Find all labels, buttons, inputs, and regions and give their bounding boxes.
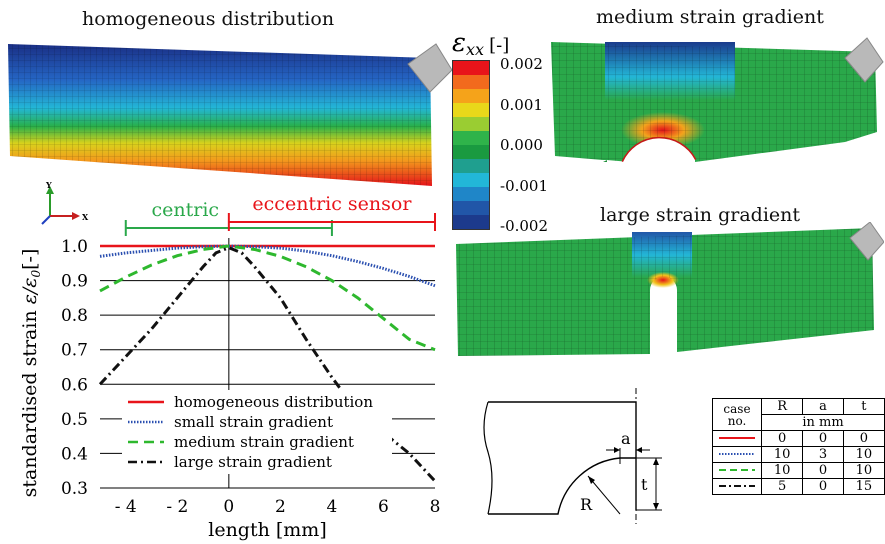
axis-x-label: X: [82, 212, 89, 222]
x-axis-label: length [mm]: [208, 519, 327, 541]
colorbar-band: [453, 89, 489, 103]
cell-t: 0: [842, 430, 885, 447]
colorbar-band: [453, 131, 489, 145]
y-tick-label: 0.5: [61, 410, 88, 430]
y-tick-label: 0.3: [61, 479, 88, 499]
large-gradient-fe-model: [456, 222, 884, 356]
sketch-label-t: t: [641, 475, 648, 494]
sketch-label-R: R: [580, 495, 593, 514]
series-line: [99, 244, 436, 352]
axis-y-label: Y: [45, 180, 52, 190]
colorbar-tick: -0.002: [500, 217, 549, 235]
x-tick-label: 4: [327, 497, 338, 517]
cell-R: 0: [760, 430, 804, 447]
y-tick-label: 0.4: [61, 444, 88, 464]
header-a: a: [802, 398, 844, 415]
cell-R: 10: [760, 462, 804, 479]
colorbar-band: [453, 75, 489, 89]
table-row: 10 0 10: [712, 462, 885, 479]
colorbar-band: [453, 117, 489, 131]
colorbar-band: [453, 201, 489, 215]
colorbar-band: [453, 61, 489, 75]
table-row: 5 0 15: [712, 478, 885, 495]
colorbar-title: εxx [-]: [452, 28, 510, 59]
clamp-block: [849, 222, 884, 261]
x-tick-label: - 4: [115, 497, 137, 517]
medium-gradient-title: medium strain gradient: [596, 6, 824, 28]
y-tick-label: 0.6: [61, 375, 88, 395]
y-tick-label: 0.9: [61, 272, 88, 292]
colorbar-band: [453, 215, 489, 229]
centric-label: centric: [152, 199, 220, 221]
colorbar-band: [453, 187, 489, 201]
sketch-label-a: a: [621, 429, 631, 448]
colorbar-tick: 0.000: [500, 136, 543, 154]
case-table: case no. R a t in mm 0 0 0 10 3 10 10 0 1…: [712, 398, 885, 495]
cell-R: 10: [760, 446, 804, 463]
colorbar-band: [453, 145, 489, 159]
table-row: 0 0 0: [712, 430, 885, 447]
legend-box: [122, 390, 392, 474]
clamp-block: [844, 37, 884, 83]
cell-t: 10: [842, 446, 885, 463]
cell-a: 3: [802, 446, 844, 463]
cell-R: 5: [760, 478, 804, 495]
colorbar-tick: 0.001: [500, 95, 543, 114]
colorbar: [452, 60, 490, 230]
case-line-sample: [712, 430, 762, 447]
case-line-sample: [712, 446, 762, 463]
colorbar-band: [453, 173, 489, 187]
strain-chart: centric eccentric sensor 1.0 0.9 0.8 0.7 0.6 0…: [19, 193, 440, 541]
legend-label: large strain gradient: [174, 453, 332, 471]
case-line-sample: [712, 462, 762, 479]
legend-label: small strain gradient: [174, 413, 333, 431]
series-line: [98, 246, 437, 483]
case-table-container: case no. R a t in mm 0 0 0 10 3 10 10 0 1…: [712, 398, 885, 495]
colorbar-tick: -0.001: [500, 176, 549, 195]
chart-legend: homogeneous distribution small strain gra…: [128, 393, 373, 471]
colorbar-band: [453, 159, 489, 173]
y-tick-label: 1.0: [61, 237, 88, 257]
header-t: t: [842, 398, 885, 415]
cell-t: 10: [842, 462, 885, 479]
homogeneous-title: homogeneous distribution: [82, 8, 335, 30]
legend-label: homogeneous distribution: [174, 393, 373, 411]
x-tick-label: 8: [430, 497, 441, 517]
large-gradient-title: large strain gradient: [600, 204, 801, 226]
case-header: case no.: [712, 398, 762, 431]
medium-gradient-fe-model: [551, 37, 884, 164]
y-tick-label: 0.7: [61, 341, 88, 361]
eccentric-label: eccentric sensor: [252, 193, 412, 215]
x-tick-label: - 2: [166, 497, 188, 517]
cell-a: 0: [802, 478, 844, 495]
colorbar-ticks: 0.002 0.001 0.000 -0.001 -0.002: [500, 54, 548, 237]
cell-a: 0: [802, 430, 844, 447]
series-line: [99, 244, 436, 288]
homogeneous-fe-model: [8, 43, 453, 186]
chart-ticks: 1.0 0.9 0.8 0.7 0.6 0.5 0.4 0.3 - 4 - 2 0 2 4 6 8: [61, 237, 440, 517]
colorbar-tick: 0.002: [500, 55, 543, 73]
table-row: 10 3 10: [712, 446, 885, 463]
x-tick-label: 0: [223, 497, 234, 517]
header-R: R: [760, 398, 804, 415]
x-tick-label: 2: [275, 497, 286, 517]
y-axis-label: standardised strain ε/ε0[-]: [19, 249, 43, 498]
notch-sketch: a t R: [483, 388, 662, 524]
cell-t: 15: [842, 478, 885, 495]
colorbar-band: [453, 103, 489, 117]
case-line-sample: [712, 478, 762, 495]
cell-a: 0: [802, 462, 844, 479]
unit-row: in mm: [761, 414, 885, 431]
axis-triad: Y X: [41, 180, 89, 225]
legend-label: medium strain gradient: [174, 433, 354, 451]
sensor-brackets: centric eccentric sensor: [124, 193, 436, 236]
y-tick-label: 0.8: [61, 306, 88, 326]
x-tick-label: 6: [378, 497, 389, 517]
chart-series: [98, 244, 437, 483]
